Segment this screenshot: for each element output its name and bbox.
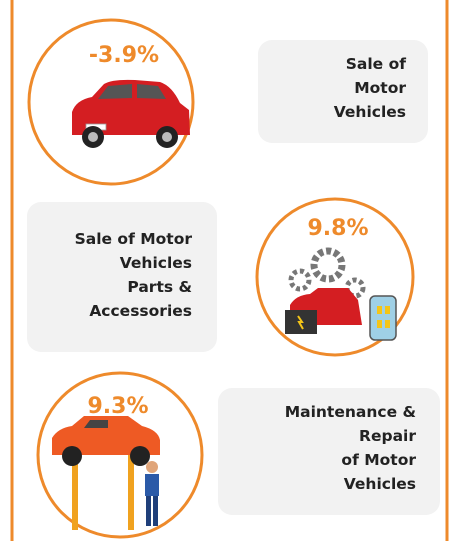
label: Sale of Motor Vehicles Parts & Accessories: [75, 230, 193, 320]
label-line: Maintenance &: [285, 403, 416, 421]
label-box: [27, 202, 217, 352]
label-line: Sale of Motor: [75, 230, 193, 248]
label-line: Repair: [359, 427, 416, 445]
car-icon: [72, 79, 190, 148]
label-line: Vehicles: [344, 475, 416, 493]
label-line: Parts &: [127, 278, 192, 296]
value-label: 9.8%: [307, 216, 368, 241]
label-line: Vehicles: [120, 254, 192, 272]
label-line: of Motor: [341, 451, 416, 469]
label-box: [218, 388, 440, 515]
value-label: 9.3%: [87, 394, 148, 419]
repair-icon: [52, 416, 160, 530]
label-line: Motor: [354, 79, 406, 97]
label: Sale of Motor Vehicles: [334, 55, 407, 121]
label-line: Vehicles: [334, 103, 406, 121]
parts-icon: [285, 247, 397, 341]
label-line: Sale of: [346, 55, 406, 73]
value-label: -3.9%: [89, 43, 159, 68]
label-line: Accessories: [89, 302, 192, 320]
label: Maintenance & Repair of Motor Vehicles: [285, 403, 417, 493]
label-box: [258, 40, 428, 143]
